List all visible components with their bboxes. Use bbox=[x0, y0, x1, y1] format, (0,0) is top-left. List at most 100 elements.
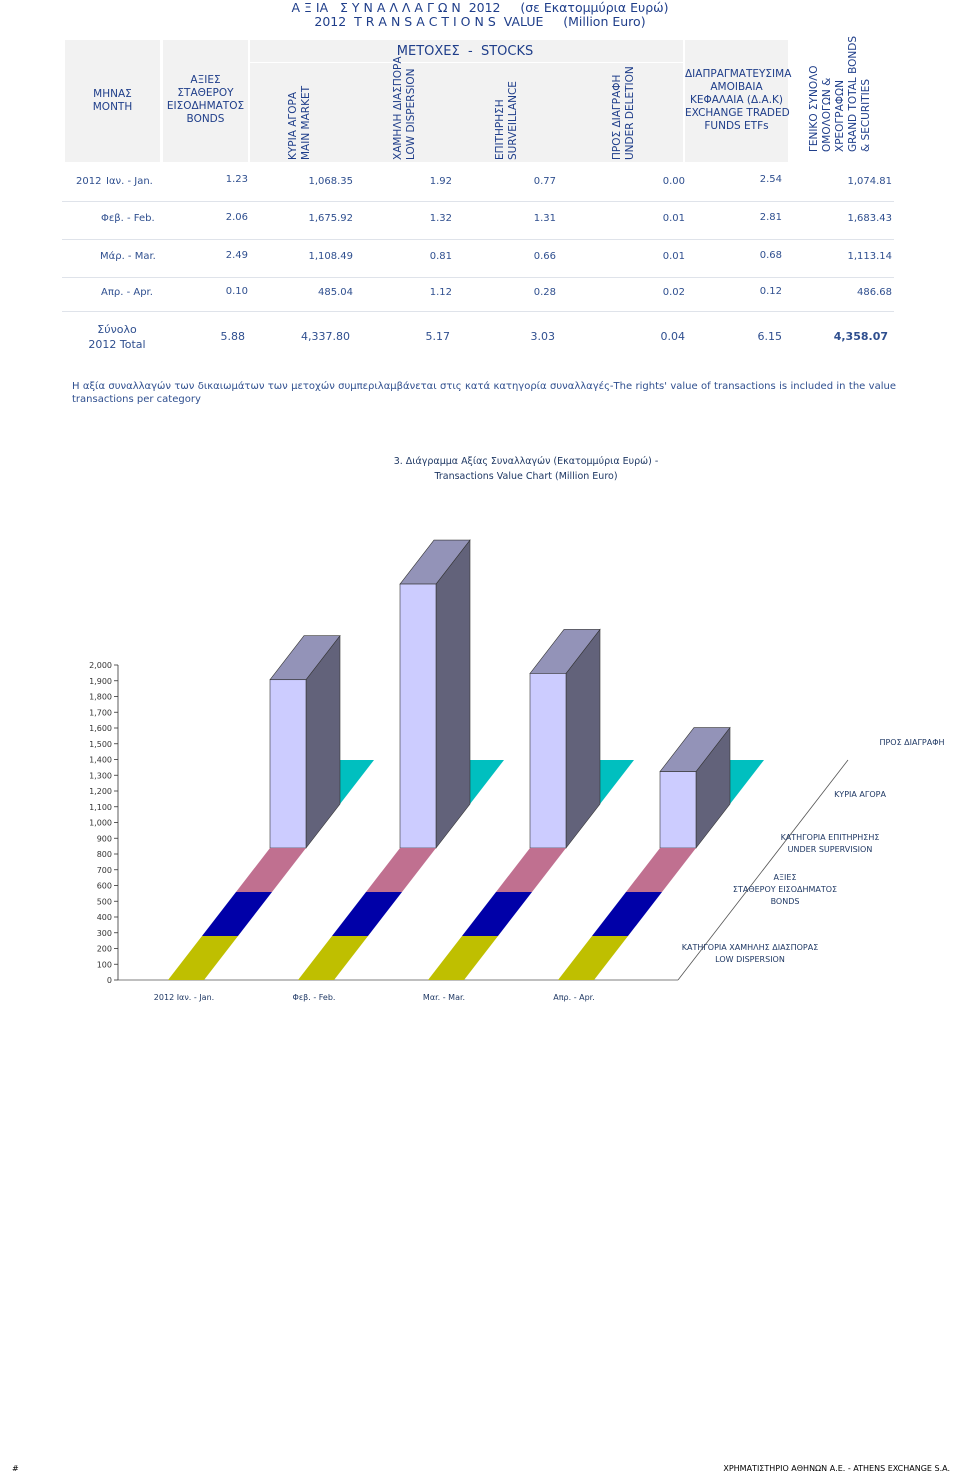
y-tick-label: 700 bbox=[97, 866, 112, 875]
header-etf: ΔΙΑΠΡΑΓΜΑΤΕΥΣΙΜΑ ΑΜΟΙΒΑΙΑ ΚΕΦΑΛΑΙΑ (Δ.Α.… bbox=[685, 68, 792, 132]
row-separator bbox=[62, 201, 894, 202]
total-bonds: 5.88 bbox=[220, 330, 246, 343]
cell-bonds: 0.10 bbox=[225, 286, 248, 297]
bar-front bbox=[399, 583, 437, 849]
y-tick-label: 1,400 bbox=[89, 756, 112, 765]
series-label-line: BONDS bbox=[771, 897, 800, 906]
total-main: 4,337.80 bbox=[301, 330, 350, 343]
y-tick-label: 1,800 bbox=[89, 693, 112, 702]
transactions-value-chart: 3. Διάγραμμα Αξίας Συναλλαγών (Εκατομμύρ… bbox=[89, 456, 945, 1002]
cell-total: 1,074.81 bbox=[847, 176, 892, 187]
bar-front bbox=[659, 771, 697, 849]
bar-floor-tile bbox=[236, 848, 306, 892]
y-tick-label: 1,500 bbox=[89, 740, 112, 749]
row-year: 2012 bbox=[76, 176, 102, 187]
footer-left: # bbox=[12, 1464, 19, 1473]
x-tick-label: 2012 Ιαν. - Jan. bbox=[154, 993, 214, 1002]
header-under-deletion: ΠΡΟΣ ΔΙΑΓΡΑΦΗ UNDER DELETION bbox=[611, 66, 636, 160]
cell-surv: 0.66 bbox=[533, 251, 556, 262]
cell-del: 0.00 bbox=[662, 176, 685, 187]
cell-main: 1,675.92 bbox=[308, 213, 353, 224]
bar-side bbox=[435, 539, 471, 849]
row-separator bbox=[62, 239, 894, 240]
y-tick-label: 100 bbox=[97, 960, 112, 969]
total-del: 0.04 bbox=[660, 330, 686, 343]
header-stocks-group: ΜΕΤΟΧΕΣ - STOCKS bbox=[396, 44, 534, 59]
chart-y-axis: 0 100 200 300 400 500 600 700 800 900 1,000 1,100 1,… bbox=[89, 661, 119, 985]
y-tick-label: 1,900 bbox=[89, 677, 112, 686]
x-tick-label: Απρ. - Apr. bbox=[553, 993, 595, 1002]
header-bonds-cell bbox=[163, 40, 248, 162]
total-etf: 6.15 bbox=[757, 330, 783, 343]
header-month-cell bbox=[65, 40, 160, 162]
header-main-market: ΚΥΡΙΑ ΑΓΟΡΑ MAIN MARKET bbox=[287, 85, 312, 160]
footer-right: ΧΡΗΜΑΤΙΣΤΗΡΙΟ ΑΘΗΝΩΝ Α.Ε. - ATHENS EXCHA… bbox=[723, 1464, 950, 1473]
cell-bonds: 2.06 bbox=[225, 212, 248, 223]
header-stocks-cell bbox=[250, 40, 683, 162]
x-tick-label: Φεβ. - Feb. bbox=[293, 993, 336, 1002]
cell-del: 0.02 bbox=[662, 287, 685, 298]
bar-floor-tile bbox=[462, 892, 532, 936]
total-grand: 4,358.07 bbox=[833, 330, 888, 343]
chart-x-axis: 2012 Ιαν. - Jan. Φεβ. - Feb. Μαr. - Mar. Απ… bbox=[154, 993, 595, 1002]
series-label-line: ΚΑΤΗΓΟΡΙΑ ΧΑΜΗΛΗΣ ΔΙΑΣΠΟΡΑΣ bbox=[682, 943, 819, 952]
cell-low: 1.32 bbox=[429, 213, 452, 224]
row-separator bbox=[62, 277, 894, 278]
cell-etf: 2.54 bbox=[759, 174, 782, 185]
cell-etf: 0.12 bbox=[759, 286, 782, 297]
bar-floor-tile bbox=[168, 936, 238, 980]
cell-bonds: 2.49 bbox=[225, 250, 248, 261]
y-tick-label: 0 bbox=[107, 976, 112, 985]
series-label: ΑΞΙΕΣ ΣΤΑΘΕΡΟΥ ΕΙΣΟΔΗΜΑΤΟΣ BONDS bbox=[733, 873, 837, 906]
bar-floor-tile bbox=[592, 892, 662, 936]
header-etf-cell bbox=[685, 40, 788, 162]
series-label: ΚΑΤΗΓΟΡΙΑ ΕΠΙΤΗΡΗΣΗΣ UNDER SUPERVISION bbox=[781, 833, 880, 854]
y-tick-label: 300 bbox=[97, 929, 112, 938]
cell-bonds: 1.23 bbox=[225, 174, 248, 185]
header-bonds: ΑΞΙΕΣ ΣΤΑΘΕΡΟΥ ΕΙΣΟΔΗΜΑΤΟΣ BONDS bbox=[166, 74, 245, 125]
bar-floor-tile bbox=[558, 936, 628, 980]
y-tick-label: 900 bbox=[97, 834, 112, 843]
series-label-line: ΑΞΙΕΣ bbox=[774, 873, 797, 882]
bar-front bbox=[529, 673, 567, 849]
bar-floor-tile bbox=[626, 848, 696, 892]
cell-low: 1.12 bbox=[429, 287, 452, 298]
row-month: Απρ. - Apr. bbox=[101, 287, 153, 298]
y-tick-label: 600 bbox=[97, 882, 112, 891]
chart-title-line1: 3. Διάγραμμα Αξίας Συναλλαγών (Εκατομμύρ… bbox=[394, 456, 659, 467]
header-low-dispersion: ΧΑΜΗΛΗ ΔΙΑΣΠΟΡΑ LOW DISPERSION bbox=[392, 56, 417, 160]
bar-floor-tile bbox=[298, 936, 368, 980]
y-tick-label: 1,700 bbox=[89, 708, 112, 717]
header-divider bbox=[250, 62, 683, 63]
bar-floor-tile bbox=[428, 936, 498, 980]
floor-right-edge bbox=[677, 759, 849, 981]
cell-etf: 0.68 bbox=[759, 250, 782, 261]
row-month: Ιαν. - Jan. bbox=[106, 176, 153, 187]
cell-del: 0.01 bbox=[662, 213, 685, 224]
report-title: Α Ξ ΙΑ Σ Υ Ν Α Λ Λ Α Γ Ω Ν 2012 (σε Εκατ… bbox=[291, 0, 669, 15]
rights-note: Η αξία συναλλαγών των δικαιωμάτων των με… bbox=[72, 381, 896, 405]
y-tick-label: 800 bbox=[97, 850, 112, 859]
cell-low: 1.92 bbox=[429, 176, 452, 187]
chart-bars bbox=[168, 539, 764, 980]
cell-main: 485.04 bbox=[318, 287, 353, 298]
cell-low: 0.81 bbox=[429, 251, 452, 262]
cell-main: 1,068.35 bbox=[308, 176, 353, 187]
y-tick-label: 400 bbox=[97, 913, 112, 922]
header-grand-total: ΓΕΝΙΚΟ ΣΥΝΟΛΟ ΟΜΟΛΟΓΩΝ & ΧΡΕΟΓΡΑΦΩΝ GRAN… bbox=[808, 35, 872, 152]
chart-series-labels: ΚΑΤΗΓΟΡΙΑ ΧΑΜΗΛΗΣ ΔΙΑΣΠΟΡΑΣ LOW DISPERSIO… bbox=[682, 738, 945, 964]
cell-main: 1,108.49 bbox=[308, 251, 353, 262]
series-label: ΠΡΟΣ ΔΙΑΓΡΑΦΗ bbox=[879, 738, 944, 747]
cell-surv: 0.77 bbox=[533, 176, 556, 187]
chart-title-line2: Transactions Value Chart (Million Euro) bbox=[433, 471, 617, 482]
bar-floor-tile bbox=[202, 892, 272, 936]
series-label-line: ΣΤΑΘΕΡΟΥ ΕΙΣΟΔΗΜΑΤΟΣ bbox=[733, 885, 837, 894]
y-tick-label: 1,000 bbox=[89, 819, 112, 828]
series-label-line: ΠΡΟΣ ΔΙΑΓΡΑΦΗ bbox=[879, 738, 944, 747]
series-label-line: UNDER SUPERVISION bbox=[788, 845, 873, 854]
y-tick-label: 2,000 bbox=[89, 661, 112, 670]
x-tick-label: Μαr. - Mar. bbox=[423, 993, 465, 1002]
y-tick-label: 1,100 bbox=[89, 803, 112, 812]
row-month: Μάρ. - Mar. bbox=[100, 251, 156, 262]
cell-etf: 2.81 bbox=[759, 212, 782, 223]
